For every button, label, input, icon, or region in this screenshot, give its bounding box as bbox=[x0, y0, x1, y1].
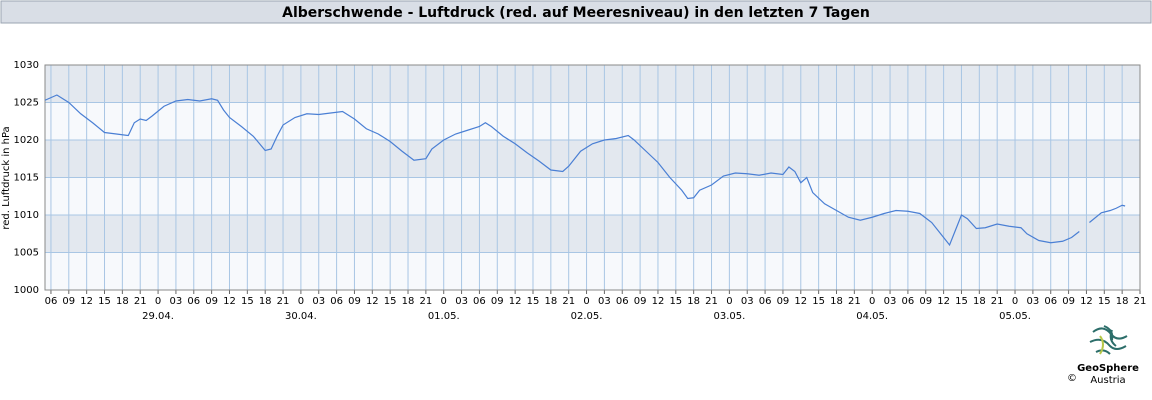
pressure-line bbox=[44, 94, 1126, 247]
x-tick-label: 03 bbox=[312, 296, 325, 307]
x-tick-label: 06 bbox=[45, 296, 58, 307]
grid-band bbox=[45, 215, 1140, 253]
grid-band bbox=[45, 140, 1140, 178]
x-tick-label: 12 bbox=[223, 296, 236, 307]
x-tick-label: 0 bbox=[583, 296, 589, 307]
plot-border bbox=[44, 64, 1141, 291]
x-tick-label: 21 bbox=[848, 296, 861, 307]
y-tick-label: 1005 bbox=[14, 248, 39, 259]
x-tick-label: 12 bbox=[366, 296, 379, 307]
x-tick-label: 15 bbox=[812, 296, 825, 307]
x-tick-label: 09 bbox=[62, 296, 75, 307]
x-tick-label: 0 bbox=[298, 296, 304, 307]
x-tick-label: 12 bbox=[652, 296, 665, 307]
x-tick-label: 03 bbox=[741, 296, 754, 307]
y-tick-label: 1000 bbox=[14, 285, 39, 296]
logo-name: GeoSphere bbox=[1077, 363, 1139, 374]
x-tick-label: 06 bbox=[330, 296, 343, 307]
y-tick-label: 1030 bbox=[14, 60, 39, 71]
x-tick-label: 15 bbox=[955, 296, 968, 307]
plot-area: 1000 1005 1010 1015 1020 1025 1030 06 09 12 15 18 21… bbox=[14, 60, 1147, 322]
y-tick-label: 1010 bbox=[14, 210, 39, 221]
x-tick-label: 18 bbox=[116, 296, 129, 307]
y-axis-label: red. Luftdruck in hPa bbox=[1, 126, 12, 229]
date-label: 01.05. bbox=[428, 311, 460, 322]
x-tick-label: 03 bbox=[170, 296, 183, 307]
date-label: 03.05. bbox=[713, 311, 745, 322]
x-tick-label: 12 bbox=[794, 296, 807, 307]
date-label: 29.04. bbox=[142, 311, 174, 322]
x-tick-label: 09 bbox=[205, 296, 218, 307]
x-tick-label: 0 bbox=[441, 296, 447, 307]
x-tick-label: 09 bbox=[1062, 296, 1075, 307]
x-tick-label: 09 bbox=[634, 296, 647, 307]
y-tick-label: 1015 bbox=[14, 173, 39, 184]
x-tick-label: 03 bbox=[598, 296, 611, 307]
x-tick-label: 0 bbox=[726, 296, 732, 307]
x-tick-label: 21 bbox=[562, 296, 575, 307]
x-tick-label: 21 bbox=[277, 296, 290, 307]
x-tick-label: 15 bbox=[1098, 296, 1111, 307]
x-tick-label: 15 bbox=[527, 296, 540, 307]
x-tick-label: 18 bbox=[687, 296, 700, 307]
x-tick-label: 06 bbox=[187, 296, 200, 307]
x-tick-label: 18 bbox=[830, 296, 843, 307]
x-tick-label: 18 bbox=[1116, 296, 1129, 307]
x-tick-label: 06 bbox=[1044, 296, 1057, 307]
chart-title: Alberschwende - Luftdruck (red. auf Meer… bbox=[282, 5, 870, 21]
x-tick-label: 21 bbox=[991, 296, 1004, 307]
x-tick-label: 18 bbox=[544, 296, 557, 307]
x-tick-label: 0 bbox=[1012, 296, 1018, 307]
x-tick-label: 0 bbox=[155, 296, 161, 307]
x-tick-label: 15 bbox=[98, 296, 111, 307]
x-tick-label: 06 bbox=[616, 296, 629, 307]
x-tick-label: 09 bbox=[919, 296, 932, 307]
x-tick-label: 15 bbox=[669, 296, 682, 307]
x-tick-label: 0 bbox=[869, 296, 875, 307]
x-tick-label: 12 bbox=[509, 296, 522, 307]
x-tick-label: 15 bbox=[384, 296, 397, 307]
date-label: 30.04. bbox=[285, 311, 317, 322]
x-tick-label: 12 bbox=[80, 296, 93, 307]
x-tick-label: 06 bbox=[759, 296, 772, 307]
x-tick-label: 21 bbox=[705, 296, 718, 307]
logo: GeoSphere Austria © bbox=[1067, 325, 1139, 386]
logo-mark bbox=[1099, 335, 1104, 355]
x-tick-label: 09 bbox=[348, 296, 361, 307]
x-tick-label: 03 bbox=[455, 296, 468, 307]
logo-mark bbox=[1089, 325, 1128, 355]
x-tick-label: 18 bbox=[402, 296, 415, 307]
x-tick-label: 15 bbox=[241, 296, 254, 307]
x-tick-label: 18 bbox=[259, 296, 272, 307]
x-tick-label: 21 bbox=[420, 296, 433, 307]
logo-sub: Austria bbox=[1090, 375, 1125, 386]
date-label: 04.05. bbox=[856, 311, 888, 322]
copyright: © bbox=[1067, 373, 1077, 384]
y-tick-label: 1025 bbox=[14, 98, 39, 109]
x-tick-label: 12 bbox=[1080, 296, 1093, 307]
x-tick-label: 03 bbox=[884, 296, 897, 307]
x-tick-label: 12 bbox=[937, 296, 950, 307]
x-tick-label: 09 bbox=[491, 296, 504, 307]
title-bar bbox=[0, 0, 1152, 24]
x-tick-label: 21 bbox=[1134, 296, 1147, 307]
x-tick-label: 06 bbox=[902, 296, 915, 307]
y-tick-label: 1020 bbox=[14, 135, 39, 146]
x-tick-label: 03 bbox=[1027, 296, 1040, 307]
grid-band bbox=[45, 65, 1140, 103]
date-label: 02.05. bbox=[571, 311, 603, 322]
x-tick-label: 21 bbox=[134, 296, 147, 307]
date-label: 05.05. bbox=[999, 311, 1031, 322]
x-tick-label: 18 bbox=[973, 296, 986, 307]
x-tick-label: 06 bbox=[473, 296, 486, 307]
x-tick-label: 09 bbox=[777, 296, 790, 307]
